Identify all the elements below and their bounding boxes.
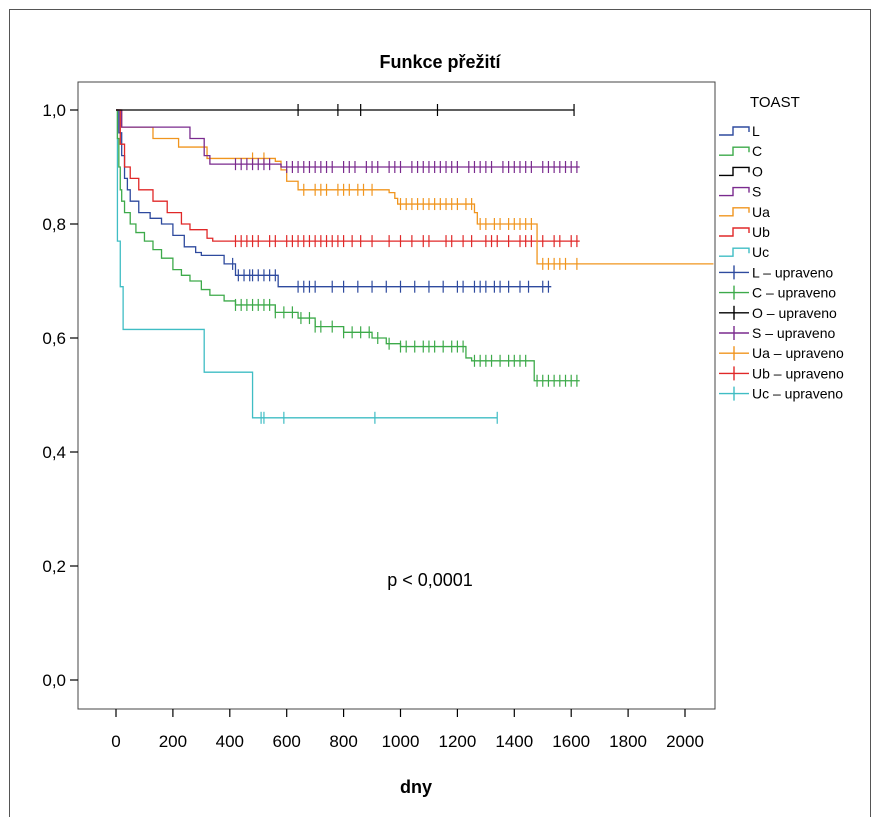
legend-label: L [752,123,760,139]
x-axis-label: dny [400,777,432,797]
legend-step-symbol [719,247,750,257]
legend-label: C – upraveno [752,285,836,301]
series-ua [116,109,714,270]
series-s [116,109,580,173]
legend-label: S – upraveno [752,325,835,341]
chart-title: Funkce přežití [379,52,501,72]
series-line-ua [116,109,714,265]
legend-item: Uc [719,244,769,260]
x-tick-label: 600 [273,732,301,751]
p-value-annotation: p < 0,0001 [387,570,473,590]
legend-label: Ub [752,224,770,240]
legend-label: Uc [752,244,769,260]
x-tick-label: 1600 [552,732,590,751]
series-line-s [116,109,580,168]
y-tick-label: 1,0 [42,101,66,120]
x-tick-label: 200 [159,732,187,751]
legend-item: S – upraveno [719,325,835,341]
x-tick-label: 400 [216,732,244,751]
legend-label: Ua [752,204,770,220]
legend-item: Ub [719,224,770,240]
series-c [116,109,580,387]
x-tick-label: 800 [329,732,357,751]
legend-label: Ub – upraveno [752,365,844,381]
y-tick-label: 0,6 [42,329,66,348]
legend-title: TOAST [750,94,800,111]
legend-step-symbol [719,146,750,156]
series-line-uc [116,109,498,419]
legend-label: S [752,184,761,200]
x-tick-label: 1800 [609,732,647,751]
plot-area [77,81,716,710]
series-uc [116,109,498,424]
legend-item: Ub – upraveno [719,365,844,381]
series-layer [116,104,714,424]
x-axis: 0 200 400 600 800 1000 1200 1400 1600 1800 2000 [111,709,704,751]
legend-item: C [719,143,762,159]
y-tick-label: 0,4 [42,443,66,462]
legend-label: O – upraveno [752,305,837,321]
legend-item: L – upraveno [719,264,833,280]
legend-label: O [752,163,763,179]
legend-item: O – upraveno [719,305,837,321]
series-l [116,109,552,293]
series-ub [116,109,580,248]
x-tick-label: 2000 [666,732,704,751]
x-tick-label: 0 [111,732,120,751]
series-o [116,104,575,116]
legend-item: L [719,123,760,139]
series-line-l [116,109,552,288]
x-tick-label: 1400 [495,732,533,751]
legend-step-symbol [719,186,750,197]
legend-item: S [719,184,761,200]
legend-label: Ua – upraveno [752,345,844,361]
chart-frame [9,9,871,817]
legend-label: Uc – upraveno [752,386,843,402]
legend-step-symbol [719,207,750,217]
y-tick-label: 0,8 [42,215,66,234]
legend-item: Uc – upraveno [719,386,843,402]
legend-item: O [719,163,763,179]
legend-step-symbol [719,227,750,237]
legend-item: Ua – upraveno [719,345,844,361]
y-tick-label: 0,2 [42,557,66,576]
series-line-c [116,109,580,382]
x-tick-label: 1000 [382,732,420,751]
legend-step-symbol [719,126,750,136]
x-tick-label: 1200 [438,732,476,751]
series-line-ub [116,109,580,242]
legend-item: C – upraveno [719,285,836,301]
legend-item: Ua [719,204,770,220]
y-tick-label: 0,0 [42,671,66,690]
y-axis: 0,0 0,2 0,4 0,6 0,8 1,0 [42,101,78,690]
legend-label: C [752,143,762,159]
legend-label: L – upraveno [752,264,833,280]
legend-step-symbol [719,166,750,177]
